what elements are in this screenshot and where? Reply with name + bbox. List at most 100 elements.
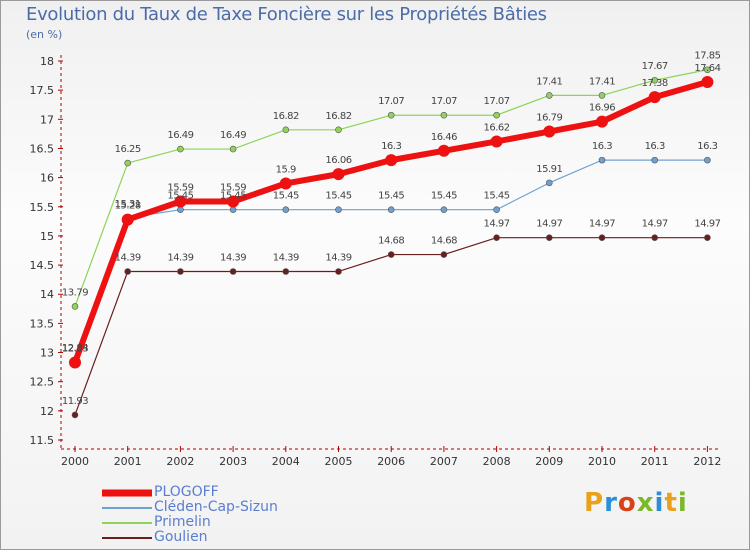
y-tick-label: 17 bbox=[40, 113, 54, 126]
point-plogoff bbox=[385, 154, 398, 167]
data-label-primelin: 17.41 bbox=[589, 76, 615, 87]
legend-label-cl-den-cap-sizun: Cléden-Cap-Sizun bbox=[154, 499, 278, 515]
data-label-goulien: 14.97 bbox=[589, 219, 615, 230]
data-label-plogoff: 12.83 bbox=[62, 343, 88, 354]
y-unit-label: (en %) bbox=[26, 28, 63, 41]
data-label-goulien: 14.97 bbox=[484, 219, 510, 230]
data-label-cl-den-cap-sizun: 16.3 bbox=[697, 141, 717, 152]
point-cl-den-cap-sizun bbox=[440, 206, 448, 213]
x-tick-label: 2004 bbox=[272, 455, 300, 468]
data-label-cl-den-cap-sizun: 12.84 bbox=[62, 343, 88, 354]
point-primelin bbox=[651, 76, 659, 84]
point-cl-den-cap-sizun bbox=[282, 206, 290, 213]
point-goulien bbox=[124, 268, 131, 275]
point-primelin bbox=[177, 145, 184, 153]
y-tick-label: 18 bbox=[40, 55, 54, 68]
point-plogoff bbox=[121, 213, 134, 226]
legend-label-plogoff: PLOGOFF bbox=[154, 484, 219, 500]
point-primelin bbox=[598, 92, 606, 99]
data-label-primelin: 16.49 bbox=[220, 130, 246, 141]
point-primelin bbox=[229, 145, 237, 153]
data-label-primelin: 13.79 bbox=[62, 287, 88, 298]
point-goulien bbox=[335, 268, 342, 275]
x-tick-label: 2000 bbox=[61, 455, 89, 468]
point-plogoff bbox=[490, 135, 503, 148]
data-label-primelin: 17.41 bbox=[536, 76, 562, 87]
point-cl-den-cap-sizun bbox=[651, 156, 659, 164]
point-primelin bbox=[282, 126, 290, 134]
x-tick-label: 2002 bbox=[166, 455, 194, 468]
point-goulien bbox=[229, 268, 237, 275]
point-plogoff bbox=[543, 125, 556, 138]
point-cl-den-cap-sizun bbox=[493, 206, 500, 213]
data-label-primelin: 17.67 bbox=[642, 61, 668, 72]
point-plogoff bbox=[332, 168, 345, 181]
data-label-cl-den-cap-sizun: 15.31 bbox=[115, 199, 141, 210]
point-primelin bbox=[71, 303, 79, 310]
point-primelin bbox=[335, 126, 342, 134]
data-label-goulien: 14.97 bbox=[536, 219, 562, 230]
point-plogoff bbox=[227, 195, 240, 208]
data-label-cl-den-cap-sizun: 15.45 bbox=[325, 191, 351, 202]
point-cl-den-cap-sizun bbox=[387, 206, 395, 213]
legend-swatch-primelin bbox=[102, 522, 152, 524]
point-goulien bbox=[704, 234, 711, 241]
data-label-plogoff: 16.46 bbox=[431, 132, 457, 143]
y-tick-label: 16 bbox=[40, 172, 54, 185]
data-label-primelin: 16.82 bbox=[273, 111, 299, 122]
data-label-goulien: 14.68 bbox=[378, 236, 404, 247]
logo-letter: o bbox=[617, 488, 637, 518]
data-label-goulien: 14.39 bbox=[167, 252, 193, 263]
series-line-goulien bbox=[74, 237, 708, 416]
point-goulien bbox=[177, 268, 184, 275]
data-label-plogoff: 16.3 bbox=[381, 141, 401, 152]
data-label-goulien: 14.39 bbox=[220, 252, 246, 263]
data-label-plogoff: 16.62 bbox=[484, 122, 510, 133]
data-label-cl-den-cap-sizun: 15.45 bbox=[167, 191, 193, 202]
point-primelin bbox=[440, 111, 448, 119]
legend-swatch-goulien bbox=[102, 537, 152, 539]
legend-swatch-plogoff bbox=[102, 489, 152, 497]
data-label-primelin: 17.85 bbox=[694, 51, 720, 62]
y-tick-label: 15.5 bbox=[30, 201, 55, 214]
data-label-cl-den-cap-sizun: 15.45 bbox=[484, 191, 510, 202]
data-label-cl-den-cap-sizun: 16.3 bbox=[592, 141, 612, 152]
point-plogoff bbox=[69, 356, 81, 369]
data-label-primelin: 16.82 bbox=[325, 111, 351, 122]
point-primelin bbox=[124, 159, 131, 167]
legend-label-goulien: Goulien bbox=[154, 529, 208, 545]
data-label-plogoff: 16.06 bbox=[325, 155, 351, 166]
x-tick-label: 2001 bbox=[114, 455, 142, 468]
data-label-cl-den-cap-sizun: 15.45 bbox=[220, 191, 246, 202]
logo-letter: t bbox=[664, 488, 678, 518]
logo-letter: r bbox=[604, 488, 618, 518]
point-goulien bbox=[493, 234, 500, 241]
data-label-plogoff: 17.38 bbox=[642, 78, 668, 89]
logo-letter: i bbox=[654, 488, 665, 518]
point-cl-den-cap-sizun bbox=[704, 156, 711, 164]
point-primelin bbox=[493, 111, 500, 119]
data-label-primelin: 17.07 bbox=[484, 96, 510, 107]
point-primelin bbox=[704, 66, 711, 74]
x-tick-label: 2008 bbox=[483, 455, 511, 468]
data-label-goulien: 14.39 bbox=[325, 252, 351, 263]
x-tick-label: 2007 bbox=[430, 455, 458, 468]
x-tick-label: 2005 bbox=[325, 455, 353, 468]
data-label-plogoff: 15.59 bbox=[167, 183, 193, 194]
point-goulien bbox=[598, 234, 606, 241]
data-label-cl-den-cap-sizun: 15.91 bbox=[536, 164, 562, 175]
point-plogoff bbox=[596, 115, 608, 128]
chart-title: Evolution du Taux de Taxe Foncière sur l… bbox=[26, 4, 547, 25]
point-primelin bbox=[545, 92, 553, 99]
data-label-plogoff: 15.28 bbox=[115, 201, 141, 212]
y-tick-label: 17.5 bbox=[30, 84, 55, 97]
point-plogoff bbox=[437, 144, 450, 157]
data-label-primelin: 17.07 bbox=[431, 96, 457, 107]
point-cl-den-cap-sizun bbox=[177, 206, 184, 213]
point-plogoff bbox=[279, 177, 292, 190]
data-label-goulien: 14.97 bbox=[642, 219, 668, 230]
x-tick-label: 2003 bbox=[219, 455, 247, 468]
x-tick-label: 2011 bbox=[641, 455, 669, 468]
